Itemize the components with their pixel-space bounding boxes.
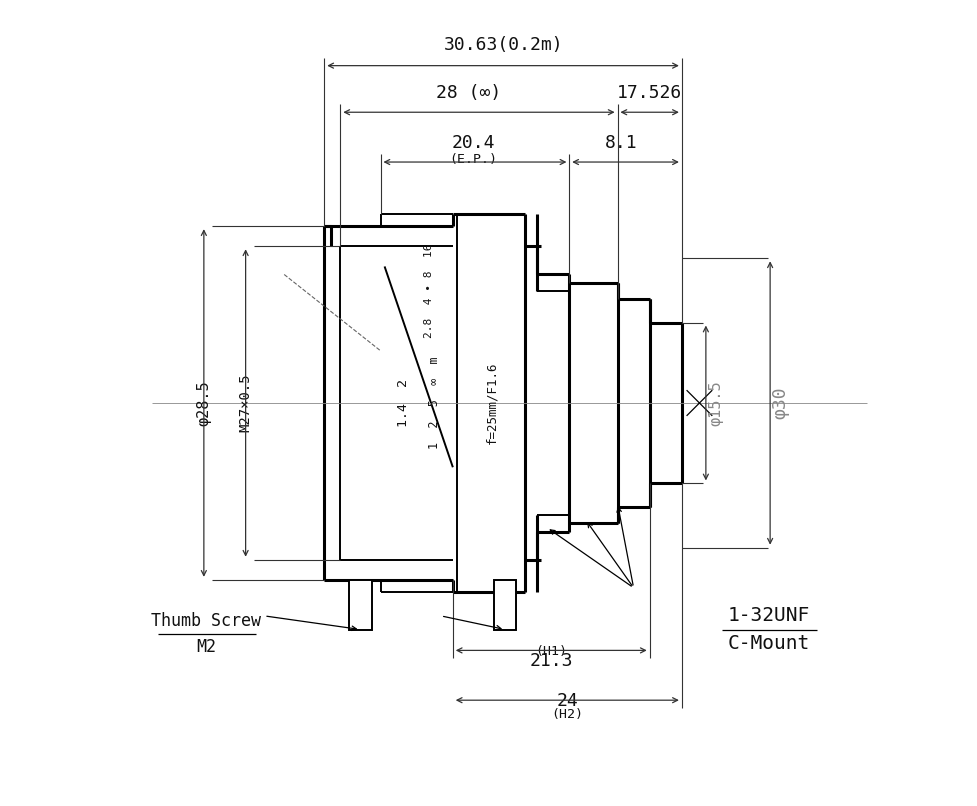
Text: 8.1: 8.1: [605, 135, 637, 152]
Text: 20.4: 20.4: [450, 135, 494, 152]
Text: φ15.5: φ15.5: [708, 380, 723, 426]
Bar: [349, 580, 371, 629]
Text: Thumb Screw: Thumb Screw: [151, 613, 261, 630]
Text: φ30: φ30: [771, 387, 788, 419]
Text: 1.4  2: 1.4 2: [396, 379, 409, 427]
Text: M2: M2: [196, 638, 216, 656]
Text: 24: 24: [556, 692, 578, 710]
Text: 30.63(0.2m): 30.63(0.2m): [444, 35, 563, 53]
Text: f=25mm/F1.6: f=25mm/F1.6: [485, 362, 497, 444]
Text: (H1): (H1): [535, 645, 567, 658]
Text: 17.526: 17.526: [616, 84, 682, 102]
Text: 28 (∞): 28 (∞): [436, 84, 501, 102]
Text: 1-32UNF: 1-32UNF: [727, 606, 809, 625]
Text: (E.P.): (E.P.): [448, 153, 496, 166]
Bar: [493, 580, 516, 629]
Text: φ28.5: φ28.5: [196, 380, 211, 426]
Text: (H2): (H2): [551, 708, 583, 721]
Text: 2.8  4 • 8  16: 2.8 4 • 8 16: [423, 243, 434, 338]
Text: 1  2  5  ∞  m: 1 2 5 ∞ m: [428, 357, 441, 449]
Text: M27×0.5: M27×0.5: [238, 374, 252, 432]
Text: 21.3: 21.3: [530, 652, 573, 670]
Text: C-Mount: C-Mount: [727, 634, 809, 654]
